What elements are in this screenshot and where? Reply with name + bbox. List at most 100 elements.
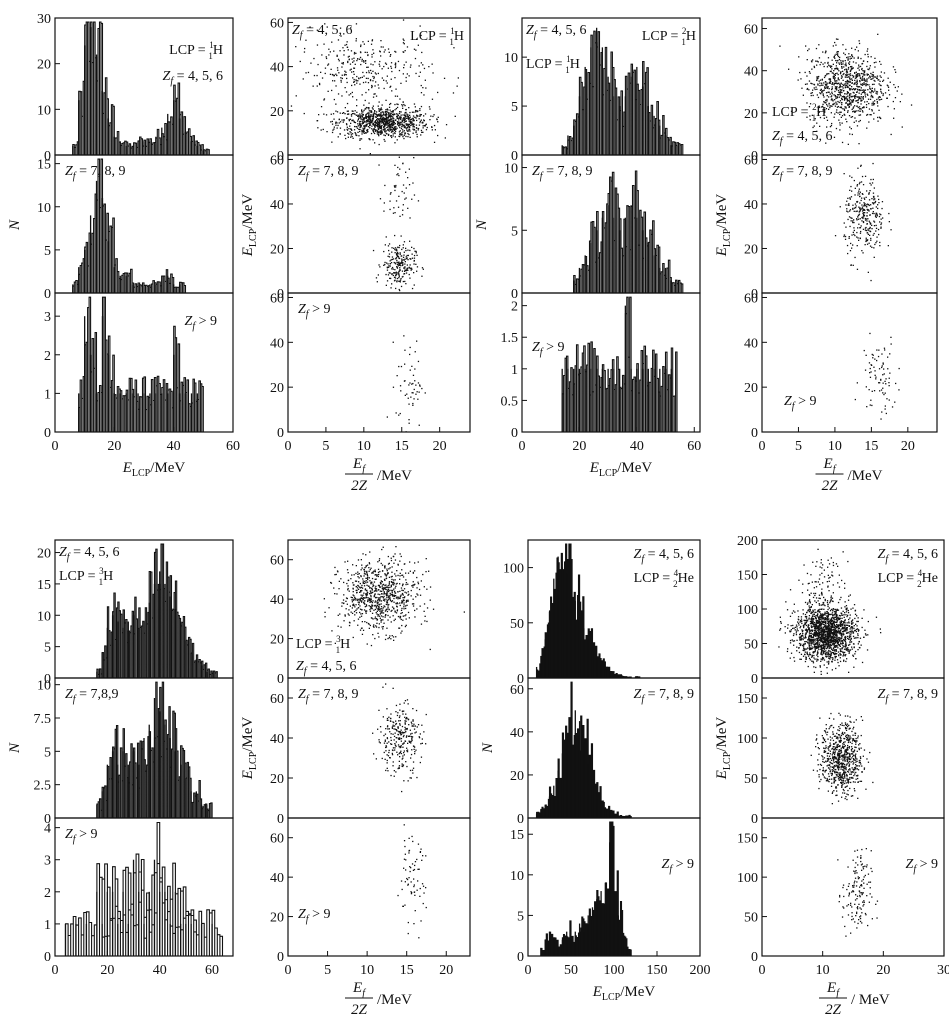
- scatter-point: [392, 721, 394, 723]
- scatter-point: [355, 612, 358, 614]
- scatter-point: [419, 594, 422, 596]
- scatter-point: [355, 586, 357, 588]
- scatter-point: [353, 129, 356, 131]
- scatter-point: [397, 173, 399, 175]
- scatter-point: [889, 81, 891, 83]
- scatter-point: [863, 83, 865, 86]
- scatter-point: [887, 86, 890, 88]
- scatter-point: [865, 196, 867, 198]
- scatter-point: [382, 121, 384, 124]
- scatter-point: [378, 110, 380, 112]
- scatter-point: [346, 113, 349, 115]
- scatter-point: [841, 625, 844, 627]
- scatter-point: [872, 71, 874, 73]
- scatter-point: [413, 868, 416, 871]
- scatter-point: [410, 757, 412, 759]
- scatter-point: [405, 197, 407, 199]
- scatter-point: [409, 258, 411, 260]
- scatter-point: [379, 742, 381, 744]
- x-axis-title-denominator: 2Z: [351, 478, 368, 494]
- scatter-point: [422, 121, 424, 123]
- scatter-point: [399, 756, 401, 758]
- scatter-point: [832, 615, 834, 617]
- scatter-point: [386, 726, 389, 728]
- x-tick-label: 0: [525, 963, 532, 978]
- scatter-point: [391, 247, 393, 249]
- scatter-point: [396, 253, 398, 255]
- scatter-point: [864, 219, 867, 221]
- scatter-point: [365, 81, 367, 83]
- y-tick-label: 5: [511, 100, 518, 115]
- scatter-point: [401, 190, 403, 193]
- scatter-point: [847, 83, 849, 85]
- scatter-point: [412, 772, 414, 774]
- scatter-point: [423, 892, 425, 894]
- scatter-point: [377, 571, 380, 573]
- scatter-point: [397, 894, 399, 897]
- scatter-point: [853, 207, 856, 209]
- scatter-point: [402, 131, 404, 133]
- scatter-point: [374, 637, 376, 640]
- scatter-point: [873, 118, 875, 120]
- scatter-point: [866, 220, 868, 222]
- scatter-point: [861, 204, 863, 206]
- scatter-point: [852, 76, 854, 78]
- scatter-point: [875, 92, 877, 94]
- scatter-point: [382, 607, 384, 609]
- scatter-point: [874, 88, 876, 90]
- scatter-point: [375, 607, 378, 609]
- scatter-point: [410, 753, 413, 756]
- scatter-point: [392, 258, 395, 260]
- scatter-point: [387, 588, 390, 591]
- scatter-point: [847, 59, 849, 61]
- scatter-point: [817, 650, 819, 652]
- scatter-point: [413, 584, 415, 586]
- scatter-point: [880, 76, 882, 78]
- scatter-point: [872, 357, 874, 359]
- x-tick-label: 0: [759, 439, 766, 454]
- scatter-point: [399, 595, 402, 597]
- scatter-point: [414, 751, 416, 753]
- scatter-point: [386, 573, 389, 575]
- scatter-point: [406, 604, 408, 606]
- scatter-point: [848, 76, 850, 78]
- scatter-point: [819, 85, 821, 87]
- scatter-point: [388, 119, 390, 121]
- scatter-point: [849, 74, 851, 77]
- scatter-point: [360, 575, 362, 578]
- scatter-point: [338, 588, 340, 590]
- scatter-point: [384, 130, 386, 132]
- scatter-point: [419, 733, 421, 735]
- scatter-point: [410, 742, 412, 744]
- scatter-cluster: [386, 335, 426, 433]
- scatter-point: [361, 589, 363, 592]
- scatter-point: [390, 192, 392, 194]
- scatter-point: [836, 608, 838, 610]
- scatter-point: [830, 96, 832, 98]
- scatter-point: [330, 113, 332, 115]
- scatter-point: [316, 44, 319, 46]
- scatter-point: [444, 137, 446, 139]
- scatter-point: [398, 365, 400, 368]
- scatter-point: [346, 41, 348, 43]
- y-tick-label: 20: [37, 547, 51, 562]
- scatter-point: [879, 80, 881, 82]
- scatter-point: [422, 125, 424, 127]
- scatter-point: [377, 123, 379, 126]
- scatter-point: [815, 86, 817, 88]
- scatter-point: [877, 116, 879, 119]
- scatter-point: [828, 662, 830, 664]
- scatter-point: [871, 95, 874, 97]
- scatter-point: [317, 63, 319, 66]
- scatter-point: [877, 355, 880, 358]
- scatter-point: [825, 102, 827, 104]
- scatter-point: [834, 645, 837, 647]
- scatter-point: [349, 63, 352, 65]
- scatter-point: [387, 755, 390, 757]
- scatter-point: [849, 617, 851, 619]
- scatter-point: [405, 247, 407, 249]
- scatter-point: [409, 382, 411, 384]
- scatter-point: [394, 553, 396, 555]
- scatter-point: [854, 117, 856, 119]
